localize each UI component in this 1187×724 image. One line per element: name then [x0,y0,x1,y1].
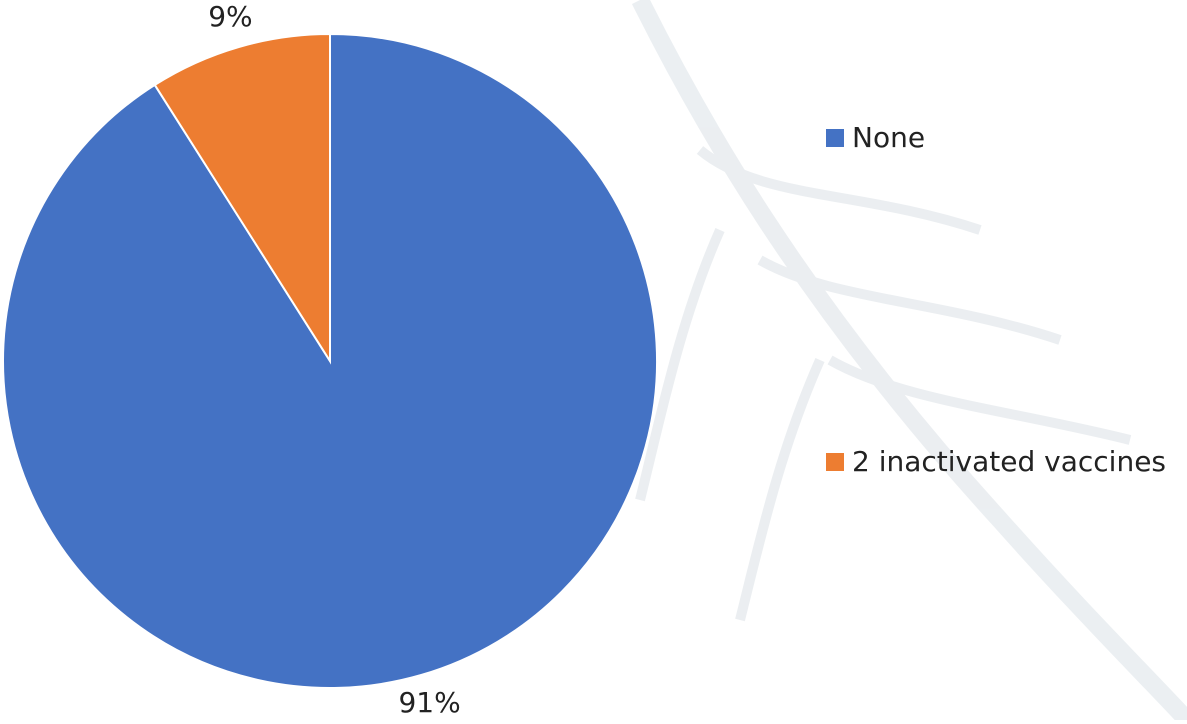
legend-swatch [826,129,844,147]
legend-label: 2 inactivated vaccines [852,445,1166,478]
feather-shaft [631,0,1187,724]
feather-barb [635,227,725,502]
background-feather [631,0,1187,724]
pie-slice [153,32,331,365]
feather-barb [735,357,825,622]
pie: 91% 9% [2,0,658,719]
legend-label: None [852,121,925,154]
data-label: 9% [208,0,252,33]
feather-barb [757,255,1062,345]
legend-swatch [826,453,844,471]
feather-barb [696,146,982,235]
data-label: 91% [398,686,460,719]
legend: None 2 inactivated vaccines [826,121,1166,478]
feather-barb [827,355,1132,445]
